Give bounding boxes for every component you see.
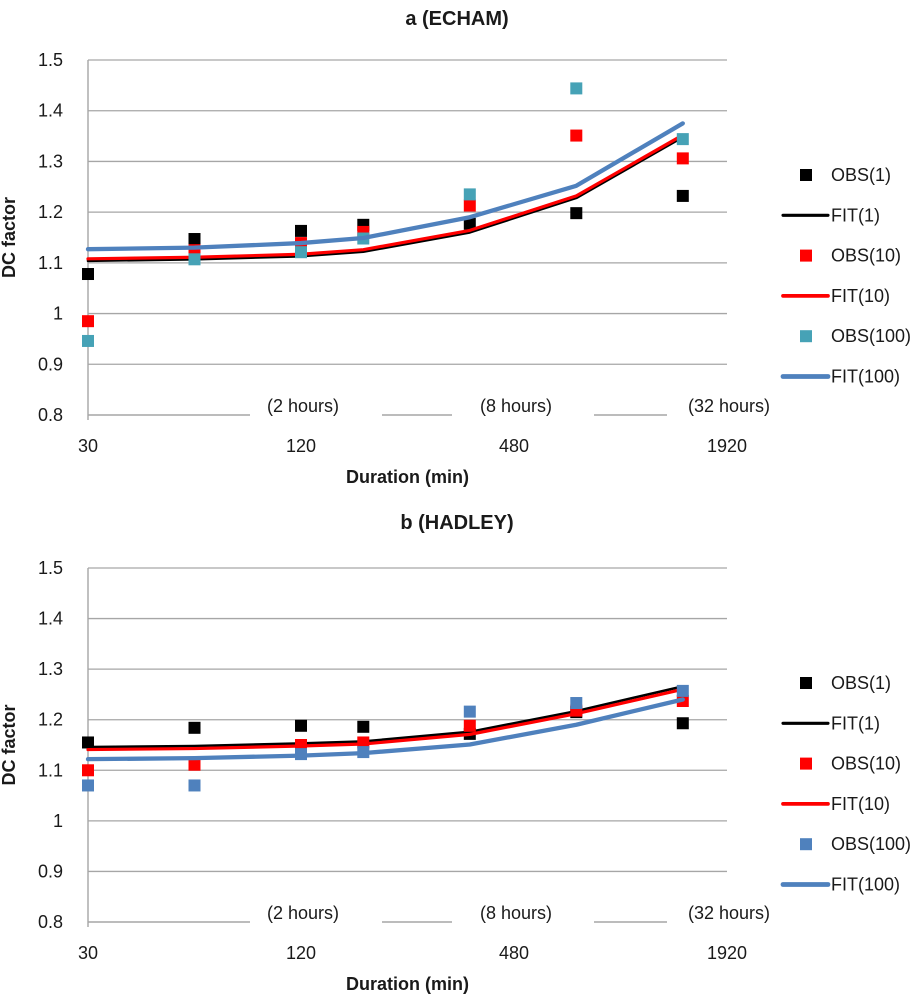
- x-tick-label: 480: [499, 436, 529, 456]
- obs-marker: [82, 334, 94, 347]
- chart-title: a (ECHAM): [405, 8, 508, 30]
- obs-marker: [188, 779, 201, 792]
- x-tick-label: 120: [286, 943, 316, 963]
- hour-annotation: (8 hours): [480, 396, 552, 416]
- x-axis-title: Duration (min): [346, 467, 469, 487]
- legend-label: OBS(10): [831, 246, 901, 266]
- legend-label: FIT(10): [831, 286, 890, 306]
- chart-b: b (HADLEY) 1.5 1.4 1.3 1.2 1.1 1 0.9 0.8 (2 hours…: [0, 512, 911, 994]
- y-tick-label: 1: [53, 811, 63, 831]
- hour-annotation: (32 hours): [688, 903, 770, 923]
- obs-marker: [676, 152, 689, 165]
- obs-marker: [188, 253, 201, 266]
- x-axis-title: Duration (min): [346, 974, 469, 994]
- obs-marker: [676, 133, 689, 146]
- y-tick-label: 1.5: [38, 558, 63, 578]
- legend-label: OBS(100): [831, 834, 911, 854]
- obs-marker: [82, 315, 94, 328]
- legend: OBS(1) FIT(1) OBS(10) FIT(10) OBS(100) FIT(10…: [780, 673, 911, 895]
- legend-swatch-square: [800, 838, 812, 851]
- x-tick-label: 1920: [707, 943, 747, 963]
- y-tick-label: 0.8: [38, 912, 63, 932]
- obs-marker: [676, 684, 689, 697]
- obs-marker: [188, 721, 201, 734]
- legend-label: FIT(1): [831, 205, 880, 225]
- y-tick-label: 1.3: [38, 659, 63, 679]
- legend: OBS(1) FIT(1) OBS(10) FIT(10) OBS(100) FIT(10…: [780, 165, 911, 387]
- x-tick-label: 480: [499, 943, 529, 963]
- obs-marker: [82, 736, 94, 749]
- obs-marker: [295, 224, 307, 237]
- legend-label: FIT(100): [831, 875, 900, 895]
- legend-swatch-square: [800, 249, 812, 262]
- legend-swatch-square: [800, 330, 812, 343]
- obs-marker: [463, 199, 476, 212]
- fit-line: [86, 135, 685, 263]
- hour-annotation: (32 hours): [688, 396, 770, 416]
- obs-marker: [295, 246, 307, 259]
- y-tick-label: 1.2: [38, 202, 63, 222]
- obs-marker: [357, 720, 370, 733]
- x-tick-label: 30: [78, 436, 98, 456]
- obs-marker: [463, 217, 476, 230]
- x-tick-label: 30: [78, 943, 98, 963]
- chart-a: a (ECHAM) 1.5 1.4 1.3 1.2 1.1 1 0.9 0.8 (2 hours)…: [0, 8, 911, 487]
- legend-label: OBS(10): [831, 754, 901, 774]
- y-tick-label: 0.8: [38, 405, 63, 425]
- obs-marker: [188, 233, 201, 246]
- y-tick-label: 1.1: [38, 760, 63, 780]
- y-axis-title: DC factor: [0, 704, 19, 785]
- fit-line: [85, 121, 685, 252]
- y-tick-label: 1.1: [38, 253, 63, 273]
- obs-marker: [82, 764, 94, 777]
- y-axis-title: DC factor: [0, 197, 19, 278]
- obs-marker: [570, 207, 583, 220]
- obs-marker: [570, 697, 583, 710]
- legend-swatch-square: [800, 757, 812, 770]
- obs-marker: [295, 719, 307, 732]
- obs-marker: [676, 189, 689, 202]
- hour-annotation: (2 hours): [267, 903, 339, 923]
- obs-marker: [570, 82, 583, 95]
- x-tick-label: 120: [286, 436, 316, 456]
- fit-line: [85, 697, 685, 762]
- obs-marker: [676, 717, 689, 730]
- obs-marker: [570, 129, 583, 142]
- legend-label: FIT(10): [831, 794, 890, 814]
- fit-line: [86, 133, 685, 261]
- legend-swatch-square: [800, 677, 812, 689]
- obs-marker: [463, 719, 476, 732]
- obs-marker: [463, 188, 476, 201]
- legend-label: OBS(1): [831, 673, 891, 693]
- x-tick-label: 1920: [707, 436, 747, 456]
- chart-title: b (HADLEY): [400, 512, 513, 534]
- y-tick-label: 1.5: [38, 50, 63, 70]
- hour-annotation: (2 hours): [267, 396, 339, 416]
- y-tick-label: 1.2: [38, 710, 63, 730]
- fit-line: [86, 685, 685, 749]
- y-tick-label: 1.3: [38, 151, 63, 171]
- y-tick-label: 0.9: [38, 354, 63, 374]
- legend-label: OBS(100): [831, 326, 911, 346]
- y-tick-label: 1.4: [38, 609, 63, 629]
- y-tick-label: 1: [53, 304, 63, 324]
- obs-marker: [463, 705, 476, 718]
- y-tick-label: 0.9: [38, 861, 63, 881]
- legend-label: FIT(1): [831, 713, 880, 733]
- obs-marker: [188, 758, 201, 771]
- fit-line: [86, 687, 685, 752]
- hour-annotation: (8 hours): [480, 903, 552, 923]
- obs-marker: [82, 779, 94, 792]
- legend-label: OBS(1): [831, 165, 891, 185]
- obs-marker: [82, 268, 94, 281]
- y-tick-label: 1.4: [38, 101, 63, 121]
- legend-label: FIT(100): [831, 367, 900, 387]
- legend-swatch-square: [800, 169, 812, 181]
